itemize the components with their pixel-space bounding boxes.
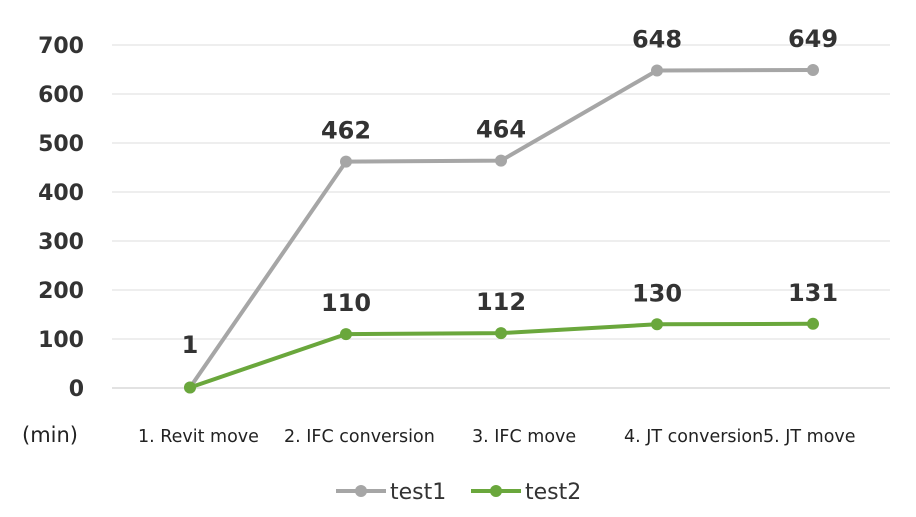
data-label-test1: 648 <box>632 25 682 53</box>
legend-label-test2: test2 <box>525 480 581 505</box>
data-label-test2: 110 <box>321 289 371 317</box>
series-points <box>184 63 819 394</box>
legend: test1 test2 <box>336 480 581 505</box>
data-point-test2 <box>340 328 352 341</box>
x-axis-categories: 1. Revit move 2. IFC conversion 3. IFC mov… <box>138 427 856 447</box>
data-point-test1 <box>340 155 352 168</box>
y-tick-label: 600 <box>38 83 84 108</box>
gridlines <box>112 44 890 389</box>
x-category-label: 4. JT conversion <box>624 427 763 447</box>
data-label-test1: 464 <box>476 116 526 144</box>
legend-marker-test1 <box>355 485 367 497</box>
data-point-test1 <box>807 63 819 76</box>
data-label-test2: 131 <box>788 279 838 307</box>
data-labels: 1 462 464 648 649 110 112 130 131 <box>182 25 838 359</box>
y-tick-label: 100 <box>38 328 84 353</box>
y-axis-ticks: 0 100 200 300 400 500 600 700 <box>38 34 84 402</box>
y-tick-label: 200 <box>38 279 84 304</box>
y-axis-label: (min) <box>22 423 78 447</box>
y-tick-label: 500 <box>38 132 84 157</box>
data-point-test2 <box>495 327 507 340</box>
data-point-test2 <box>184 381 196 394</box>
y-tick-label: 0 <box>69 377 84 402</box>
data-label-test1: 462 <box>321 117 371 145</box>
data-label-test2: 130 <box>632 279 682 307</box>
x-category-label: 3. IFC move <box>472 427 576 447</box>
legend-marker-test2 <box>490 485 502 497</box>
data-label-test1: 1 <box>182 331 199 359</box>
data-label-test2: 112 <box>476 288 526 316</box>
data-point-test1 <box>495 154 507 167</box>
legend-label-test1: test1 <box>390 480 446 505</box>
x-category-label: 2. IFC conversion <box>284 427 435 447</box>
y-tick-label: 300 <box>38 230 84 255</box>
x-category-label: 5. JT move <box>763 427 856 447</box>
data-point-test1 <box>651 64 663 77</box>
data-point-test2 <box>807 317 819 330</box>
y-tick-label: 700 <box>38 34 84 59</box>
data-label-test1: 649 <box>788 25 838 53</box>
data-point-test2 <box>651 318 663 331</box>
y-tick-label: 400 <box>38 181 84 206</box>
x-category-label: 1. Revit move <box>138 427 259 447</box>
